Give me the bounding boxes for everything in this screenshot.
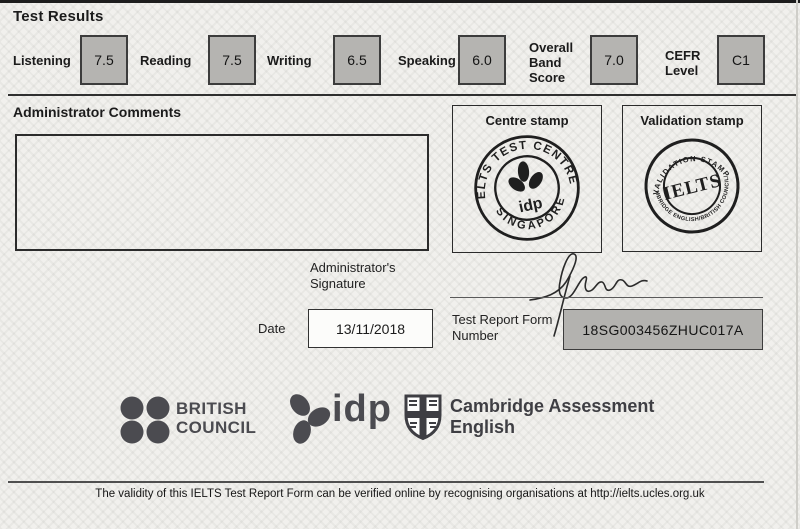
score-box-reading: 7.5 [208,35,256,85]
cambridge-logo-text: Cambridge Assessment English [450,396,654,438]
score-label-cefr: CEFR Level [665,48,701,78]
centre-stamp-box: Centre stamp IELTS TEST CENTRE SINGAPORE [452,105,602,253]
centre-stamp-label: Centre stamp [485,113,569,128]
cambridge-line2: English [450,417,516,437]
validation-stamp-icon: VALIDATION STAMP CAMBRIDGE ENGLISH/BRITI… [642,136,740,235]
trf-number-label: Test Report Form Number [452,312,562,344]
score-box-overall-band: 7.0 [590,35,638,85]
svg-text:idp: idp [517,195,544,217]
svg-text:IELTS: IELTS [661,170,724,205]
idp-logo-text: idp [332,388,392,430]
score-label-listening: Listening [13,53,71,68]
date-label: Date [258,321,286,336]
admin-comments-heading: Administrator Comments [13,104,182,120]
score-box-cefr: C1 [717,35,765,85]
score-label-reading: Reading [140,53,192,68]
score-box-writing: 6.5 [333,35,381,85]
score-box-listening: 7.5 [80,35,128,85]
centre-stamp-icon: IELTS TEST CENTRE SINGAPORE idp [471,132,580,241]
cambridge-shield-icon [404,394,442,440]
score-label-speaking: Speaking [398,53,456,68]
idp-logo-icon [290,394,331,444]
footer-validity-text: The validity of this IELTS Test Report F… [95,488,705,500]
british-council-dots-icon [120,396,170,444]
admin-signature-label-line1: Administrator's [310,260,396,275]
date-value-box: 13/11/2018 [308,309,433,348]
validation-stamp-box: Validation stamp VALIDATION STAMP CAMBRI… [622,105,762,252]
idp-leaves-icon [508,161,543,192]
page-title: Test Results [13,8,104,25]
scores-divider [8,94,796,96]
trf-number-label-line2: Number [452,328,499,343]
admin-signature-label-line2: Signature [310,276,366,291]
admin-comments-box [15,134,429,251]
trf-number-label-line1: Test Report Form [452,312,553,327]
signature-scrawl [529,253,648,337]
score-box-speaking: 6.0 [458,35,506,85]
validation-stamp-label: Validation stamp [640,113,744,128]
footer-divider [8,481,764,483]
british-council-line1: BRITISH [176,399,247,418]
cambridge-line1: Cambridge Assessment [450,396,655,416]
british-council-logo-text: BRITISH COUNCIL [176,399,256,437]
trf-number-value-box: 18SG003456ZHUC017A [563,309,763,350]
admin-signature-label: Administrator's Signature [310,260,420,292]
page-top-border [0,0,800,3]
score-label-overall-band: Overall Band Score [529,40,574,85]
page-right-edge [796,0,798,529]
signature-line [450,297,763,298]
score-label-writing: Writing [267,53,312,68]
british-council-line2: COUNCIL [176,418,257,437]
